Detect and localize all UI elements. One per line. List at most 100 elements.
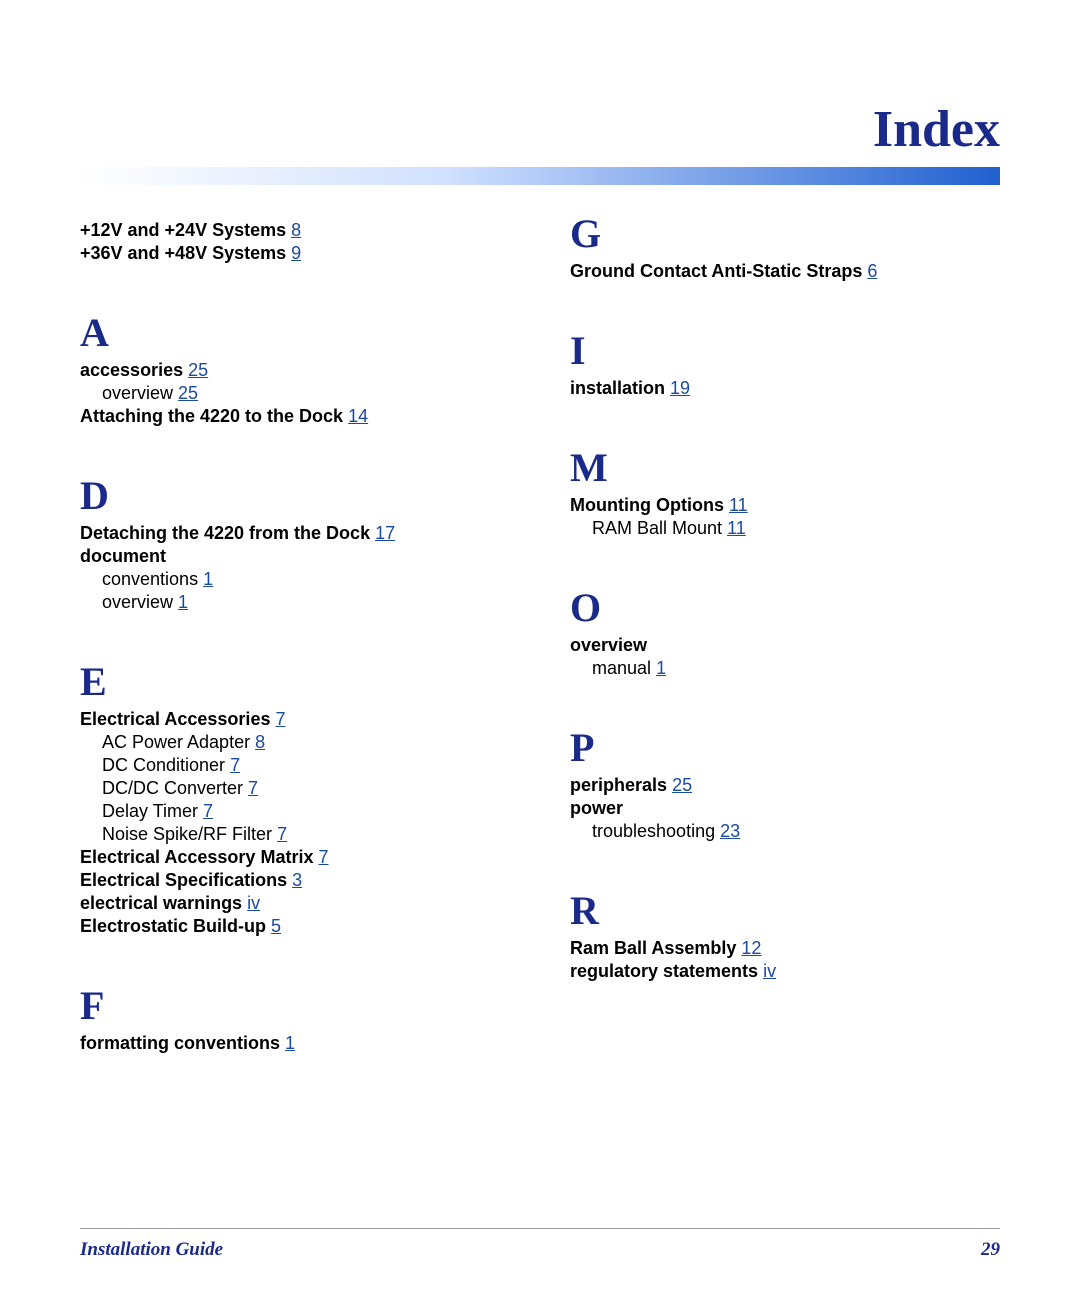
entry-label: overview: [570, 635, 647, 655]
entry-label: installation: [570, 378, 665, 398]
index-entry: +12V and +24V Systems 8: [80, 220, 510, 241]
page-link[interactable]: 25: [188, 360, 208, 380]
letter-heading-g: G: [570, 210, 1000, 257]
footer-page-number: 29: [981, 1239, 1000, 1261]
page-link[interactable]: 1: [656, 658, 666, 678]
index-subentry: manual 1: [592, 658, 1000, 679]
entry-label: regulatory statements: [570, 961, 758, 981]
page-link[interactable]: iv: [247, 893, 260, 913]
page-link[interactable]: 7: [275, 709, 285, 729]
page-link[interactable]: iv: [763, 961, 776, 981]
page-link[interactable]: 5: [271, 916, 281, 936]
entry-label: formatting conventions: [80, 1033, 280, 1053]
page-link[interactable]: 23: [720, 821, 740, 841]
entry-label: RAM Ball Mount: [592, 518, 722, 538]
index-columns: +12V and +24V Systems 8 +36V and +48V Sy…: [80, 210, 1000, 1056]
index-entry: Detaching the 4220 from the Dock 17: [80, 523, 510, 544]
letter-heading-i: I: [570, 327, 1000, 374]
index-entry: formatting conventions 1: [80, 1033, 510, 1054]
index-entry: Electrical Accessories 7: [80, 709, 510, 730]
entry-label: troubleshooting: [592, 821, 715, 841]
letter-heading-o: O: [570, 584, 1000, 631]
page-link[interactable]: 14: [348, 406, 368, 426]
index-subentry: overview 25: [102, 383, 510, 404]
index-subentry: Delay Timer 7: [102, 801, 510, 822]
index-entry: Electrical Specifications 3: [80, 870, 510, 891]
entry-label: Electrostatic Build-up: [80, 916, 266, 936]
page-link[interactable]: 8: [255, 732, 265, 752]
index-subentry: DC/DC Converter 7: [102, 778, 510, 799]
page-link[interactable]: 3: [292, 870, 302, 890]
entry-label: power: [570, 798, 623, 818]
entry-label: DC/DC Converter: [102, 778, 243, 798]
entry-label: manual: [592, 658, 651, 678]
entry-label: overview: [102, 592, 173, 612]
index-subentry: Noise Spike/RF Filter 7: [102, 824, 510, 845]
entry-label: Electrical Accessories: [80, 709, 270, 729]
entry-label: Mounting Options: [570, 495, 724, 515]
index-subentry: troubleshooting 23: [592, 821, 1000, 842]
entry-label: Electrical Specifications: [80, 870, 287, 890]
page-title: Index: [80, 100, 1000, 159]
page-link[interactable]: 7: [318, 847, 328, 867]
top-entries: +12V and +24V Systems 8 +36V and +48V Sy…: [80, 220, 510, 264]
letter-heading-e: E: [80, 658, 510, 705]
index-entry: Attaching the 4220 to the Dock 14: [80, 406, 510, 427]
entry-label: AC Power Adapter: [102, 732, 250, 752]
index-entry: Electrical Accessory Matrix 7: [80, 847, 510, 868]
entry-label: Attaching the 4220 to the Dock: [80, 406, 343, 426]
page-footer: Installation Guide 29: [80, 1228, 1000, 1261]
entry-label: Detaching the 4220 from the Dock: [80, 523, 370, 543]
page-link[interactable]: 9: [291, 243, 301, 263]
right-column: G Ground Contact Anti-Static Straps 6 I …: [570, 210, 1000, 1056]
entry-label: +12V and +24V Systems: [80, 220, 286, 240]
entry-label: Electrical Accessory Matrix: [80, 847, 313, 867]
letter-heading-d: D: [80, 472, 510, 519]
page-link[interactable]: 7: [248, 778, 258, 798]
page-link[interactable]: 1: [178, 592, 188, 612]
page-link[interactable]: 1: [203, 569, 213, 589]
index-subentry: overview 1: [102, 592, 510, 613]
index-entry: Mounting Options 11: [570, 495, 1000, 516]
page-link[interactable]: 11: [729, 495, 748, 515]
page-link[interactable]: 7: [203, 801, 213, 821]
letter-heading-r: R: [570, 887, 1000, 934]
entry-label: accessories: [80, 360, 183, 380]
entry-label: DC Conditioner: [102, 755, 225, 775]
letter-heading-p: P: [570, 724, 1000, 771]
entry-label: conventions: [102, 569, 198, 589]
page-link[interactable]: 11: [727, 518, 746, 538]
page-link[interactable]: 7: [230, 755, 240, 775]
entry-label: Noise Spike/RF Filter: [102, 824, 272, 844]
entry-label: peripherals: [570, 775, 667, 795]
index-subentry: RAM Ball Mount 11: [592, 518, 1000, 539]
index-entry: Ram Ball Assembly 12: [570, 938, 1000, 959]
page-link[interactable]: 25: [672, 775, 692, 795]
index-entry: installation 19: [570, 378, 1000, 399]
entry-label: +36V and +48V Systems: [80, 243, 286, 263]
index-subentry: AC Power Adapter 8: [102, 732, 510, 753]
index-subentry: conventions 1: [102, 569, 510, 590]
entry-label: Delay Timer: [102, 801, 198, 821]
page-link[interactable]: 25: [178, 383, 198, 403]
page-link[interactable]: 1: [285, 1033, 295, 1053]
index-entry: Electrostatic Build-up 5: [80, 916, 510, 937]
index-entry: peripherals 25: [570, 775, 1000, 796]
index-entry: +36V and +48V Systems 9: [80, 243, 510, 264]
entry-label: Ground Contact Anti-Static Straps: [570, 261, 862, 281]
letter-heading-m: M: [570, 444, 1000, 491]
index-page: Index +12V and +24V Systems 8 +36V and +…: [0, 0, 1080, 1311]
letter-heading-f: F: [80, 982, 510, 1029]
index-entry: regulatory statements iv: [570, 961, 1000, 982]
page-link[interactable]: 12: [741, 938, 761, 958]
left-column: +12V and +24V Systems 8 +36V and +48V Sy…: [80, 210, 510, 1056]
index-entry: Ground Contact Anti-Static Straps 6: [570, 261, 1000, 282]
page-link[interactable]: 19: [670, 378, 690, 398]
page-link[interactable]: 17: [375, 523, 395, 543]
page-link[interactable]: 6: [867, 261, 877, 281]
index-subentry: DC Conditioner 7: [102, 755, 510, 776]
page-link[interactable]: 7: [277, 824, 287, 844]
letter-heading-a: A: [80, 309, 510, 356]
index-entry: power: [570, 798, 1000, 819]
page-link[interactable]: 8: [291, 220, 301, 240]
